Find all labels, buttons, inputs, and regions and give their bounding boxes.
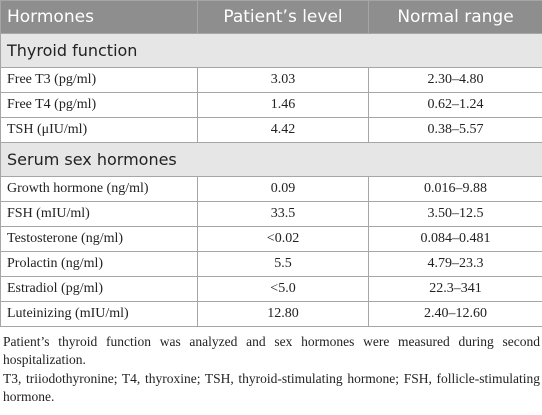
value-cell: 0.09: [197, 176, 369, 202]
data-row: Prolactin (ng/ml) 5.5 4.79–23.3: [0, 251, 542, 277]
section-title: Thyroid function: [0, 33, 542, 68]
data-row: TSH (μIU/ml) 4.42 0.38–5.57: [0, 117, 542, 143]
hormone-name: FSH (mIU/ml): [0, 201, 198, 227]
value-cell: 0.016–9.88: [368, 176, 542, 202]
footnote: T3, triiodothyronine; T4, thyroxine; TSH…: [3, 371, 540, 404]
hormone-table: Hormones Patient’s level Normal range Thyr…: [0, 0, 542, 327]
value-cell: 2.40–12.60: [368, 301, 542, 327]
data-row: Free T4 (pg/ml) 1.46 0.62–1.24: [0, 92, 542, 118]
table-body: Thyroid function Free T3 (pg/ml) 3.03 2.30–…: [0, 33, 542, 327]
header-row: Hormones Patient’s level Normal range: [0, 0, 542, 34]
data-row: Estradiol (pg/ml) <5.0 22.3–341: [0, 276, 542, 302]
value-cell: 0.084–0.481: [368, 226, 542, 252]
value-cell: <0.02: [197, 226, 369, 252]
section-row: Thyroid function: [0, 33, 542, 68]
header-cell: Normal range: [368, 0, 542, 34]
value-cell: 5.5: [197, 251, 369, 277]
hormone-name: Testosterone (ng/ml): [0, 226, 198, 252]
value-cell: 4.42: [197, 117, 369, 143]
value-cell: 22.3–341: [368, 276, 542, 302]
value-cell: 4.79–23.3: [368, 251, 542, 277]
value-cell: 12.80: [197, 301, 369, 327]
hormone-name: TSH (μIU/ml): [0, 117, 198, 143]
data-row: Testosterone (ng/ml) <0.02 0.084–0.481: [0, 226, 542, 252]
value-cell: 2.30–4.80: [368, 67, 542, 93]
value-cell: 0.62–1.24: [368, 92, 542, 118]
value-cell: 33.5: [197, 201, 369, 227]
value-cell: 3.50–12.5: [368, 201, 542, 227]
header-cell: Patient’s level: [197, 0, 369, 34]
data-row: Luteinizing (mIU/ml) 12.80 2.40–12.60: [0, 301, 542, 327]
hormone-name: Free T4 (pg/ml): [0, 92, 198, 118]
hormone-name: Luteinizing (mIU/ml): [0, 301, 198, 327]
data-row: Free T3 (pg/ml) 3.03 2.30–4.80: [0, 67, 542, 93]
hormone-name: Prolactin (ng/ml): [0, 251, 198, 277]
hormone-name: Growth hormone (ng/ml): [0, 176, 198, 202]
value-cell: 1.46: [197, 92, 369, 118]
footnotes: Patient’s thyroid function was analyzed …: [0, 327, 542, 406]
hormone-name: Estradiol (pg/ml): [0, 276, 198, 302]
data-row: Growth hormone (ng/ml) 0.09 0.016–9.88: [0, 176, 542, 202]
value-cell: <5.0: [197, 276, 369, 302]
footnote: Patient’s thyroid function was analyzed …: [3, 334, 540, 367]
section-row: Serum sex hormones: [0, 142, 542, 177]
value-cell: 0.38–5.57: [368, 117, 542, 143]
header-cell: Hormones: [0, 0, 198, 34]
data-row: FSH (mIU/ml) 33.5 3.50–12.5: [0, 201, 542, 227]
hormone-name: Free T3 (pg/ml): [0, 67, 198, 93]
section-title: Serum sex hormones: [0, 142, 542, 177]
value-cell: 3.03: [197, 67, 369, 93]
